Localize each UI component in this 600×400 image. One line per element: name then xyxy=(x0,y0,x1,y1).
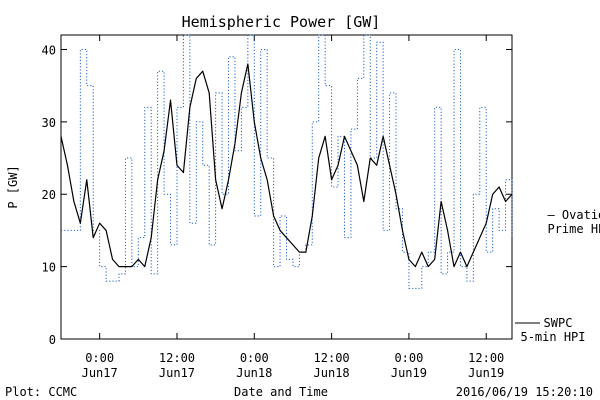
x-tick-label-date: Jun18 xyxy=(314,366,350,380)
series-layer xyxy=(60,34,513,289)
x-tick-label-date: Jun19 xyxy=(391,366,427,380)
x-tick-label-time: 0:00 xyxy=(85,351,114,365)
x-tick-label-time: 0:00 xyxy=(394,351,423,365)
x-tick-label-time: 12:00 xyxy=(314,351,350,365)
y-tick-label: 0 xyxy=(49,333,56,347)
y-tick-label: 20 xyxy=(42,188,56,202)
x-axis: 0:00Jun1712:00Jun170:00Jun1812:00Jun180:… xyxy=(82,35,504,380)
x-axis-label: Date and Time xyxy=(234,385,328,399)
legend-ovation-line1: — Ovation xyxy=(547,208,600,222)
x-tick-label-time: 0:00 xyxy=(240,351,269,365)
y-axis-label: P [GW] xyxy=(6,165,20,208)
footer-timestamp: 2016/06/19 15:20:10 xyxy=(456,385,593,399)
y-tick-label: 30 xyxy=(42,116,56,130)
y-tick-label: 10 xyxy=(42,261,56,275)
chart-title: Hemispheric Power [GW] xyxy=(182,13,381,31)
legend-swpc-line1: SWPC xyxy=(544,316,573,330)
series-swpc-hpi xyxy=(60,63,513,268)
x-tick-label-date: Jun17 xyxy=(159,366,195,380)
footer-plot-credit: Plot: CCMC xyxy=(5,385,77,399)
x-tick-label-time: 12:00 xyxy=(468,351,504,365)
series-ovation-prime xyxy=(61,34,513,289)
legend-ovation-line2: Prime HPI xyxy=(547,222,600,236)
x-tick-label-date: Jun19 xyxy=(468,366,504,380)
y-tick-label: 40 xyxy=(42,43,56,57)
legend: — Ovation Prime HPI SWPC 5-min HPI xyxy=(515,208,600,344)
y-axis: 0 10 20 30 40 xyxy=(42,43,512,347)
x-tick-label-time: 12:00 xyxy=(159,351,195,365)
legend-swpc-line2: 5-min HPI xyxy=(520,330,585,344)
plot-frame xyxy=(60,34,513,340)
x-tick-label-date: Jun18 xyxy=(236,366,272,380)
x-tick-label-date: Jun17 xyxy=(82,366,118,380)
